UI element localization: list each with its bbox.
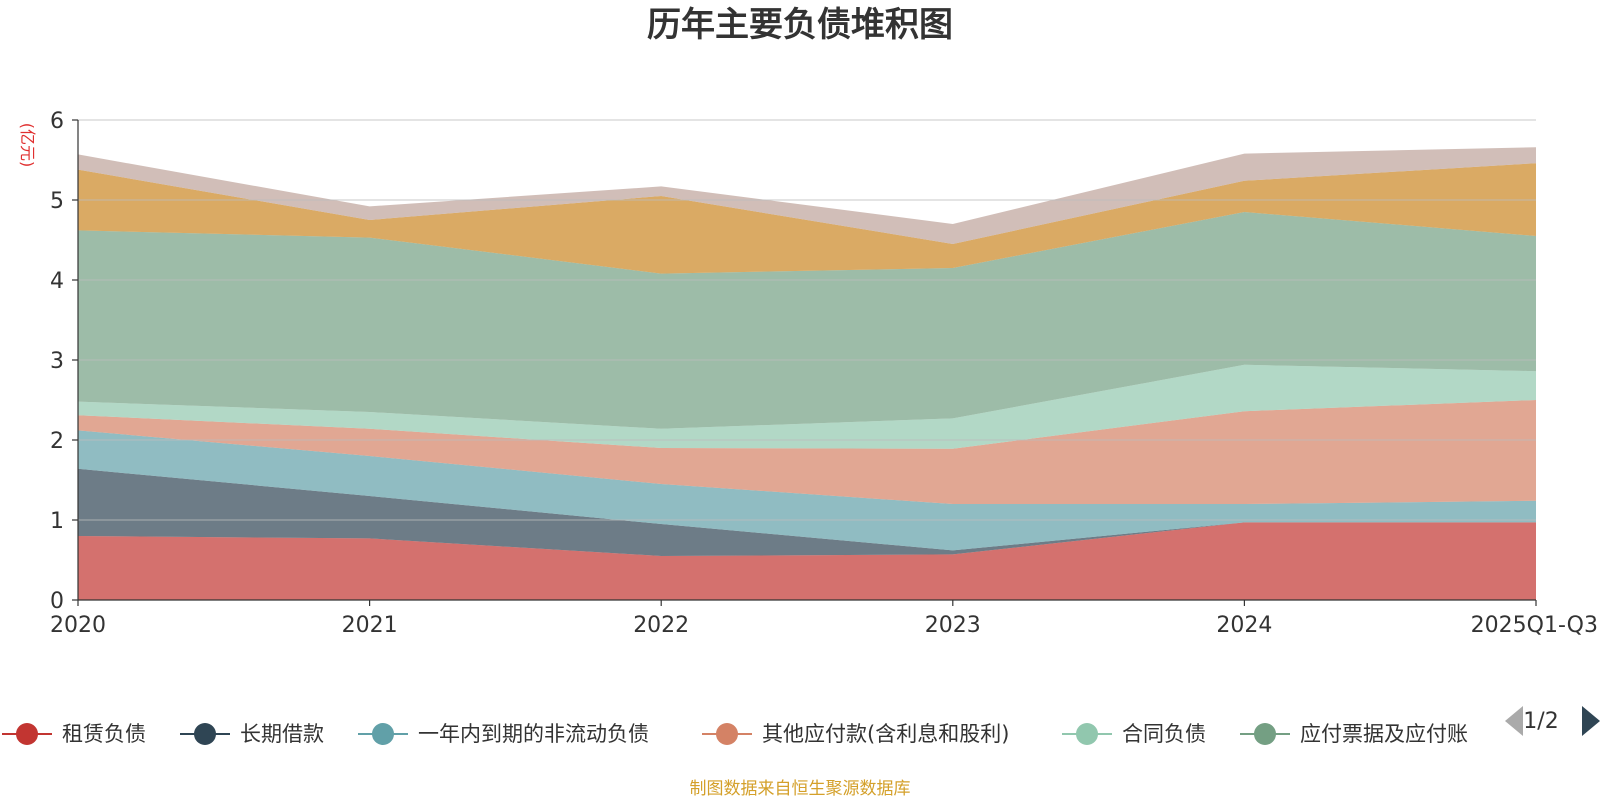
- legend-item[interactable]: 应付票据及应付账: [1240, 722, 1468, 746]
- legend-next-page-icon[interactable]: [1582, 706, 1600, 736]
- legend-circle-icon: [194, 723, 216, 745]
- data-source-footer: 制图数据来自恒生聚源数据库: [690, 779, 911, 799]
- legend-item[interactable]: 长期借款: [180, 722, 324, 746]
- y-tick-label: 1: [50, 509, 64, 534]
- legend-label: 一年内到期的非流动负债: [418, 722, 649, 746]
- legend-pagination: 1/2: [1505, 706, 1600, 736]
- area-series-8: [78, 147, 1536, 244]
- area-series-group: [78, 147, 1536, 600]
- area-series-1: [78, 522, 1536, 600]
- y-tick-labels: 0 1 2 3 4 5 6: [50, 109, 64, 614]
- legend-circle-icon: [372, 723, 394, 745]
- chart-title: 历年主要负债堆积图: [647, 5, 953, 45]
- legend-prev-page-icon[interactable]: [1505, 706, 1523, 736]
- x-tick-label: 2021: [342, 613, 398, 638]
- y-tick-label: 5: [50, 189, 64, 214]
- legend-label: 其他应付款(含利息和股利): [762, 722, 1009, 746]
- legend-item[interactable]: 其他应付款(含利息和股利): [702, 722, 1009, 746]
- area-series-7: [78, 163, 1536, 274]
- legend-item[interactable]: 合同负债: [1062, 722, 1206, 746]
- legend[interactable]: 租赁负债 长期借款 一年内到期的非流动负债 其他应付款(含利息和股利) 合同负债 应付票据…: [2, 722, 1468, 746]
- legend-circle-icon: [1254, 723, 1276, 745]
- y-tick-label: 0: [50, 589, 64, 614]
- area-series-5: [78, 364, 1536, 449]
- area-series-2: [78, 468, 1536, 556]
- legend-item[interactable]: 租赁负债: [2, 722, 146, 746]
- x-tick-label: 2023: [925, 613, 981, 638]
- legend-circle-icon: [1076, 723, 1098, 745]
- x-tick-label: 2024: [1216, 613, 1272, 638]
- legend-label: 租赁负债: [62, 722, 146, 746]
- legend-item[interactable]: 一年内到期的非流动负债: [358, 722, 649, 746]
- x-tick-label: 2020: [50, 613, 106, 638]
- y-axis-unit-label: (亿元): [18, 123, 37, 168]
- x-tick-label: 2025Q1-Q3: [1471, 613, 1598, 638]
- grid-lines: [78, 119, 1536, 521]
- y-tick-label: 2: [50, 429, 64, 454]
- x-tick-label: 2022: [633, 613, 689, 638]
- legend-page-indicator: 1/2: [1523, 709, 1558, 734]
- legend-label: 应付票据及应付账: [1300, 722, 1468, 746]
- y-tick-label: 3: [50, 349, 64, 374]
- y-tick-label: 4: [50, 269, 64, 294]
- legend-circle-icon: [716, 723, 738, 745]
- area-series-4: [78, 400, 1536, 504]
- axes: [72, 119, 1537, 606]
- legend-label: 合同负债: [1122, 722, 1206, 746]
- y-tick-label: 6: [50, 109, 64, 134]
- legend-label: 长期借款: [240, 722, 324, 746]
- area-series-6: [78, 212, 1536, 429]
- legend-circle-icon: [16, 723, 38, 745]
- x-tick-labels: 2020 2021 2022 2023 2024 2025Q1-Q3: [50, 613, 1598, 638]
